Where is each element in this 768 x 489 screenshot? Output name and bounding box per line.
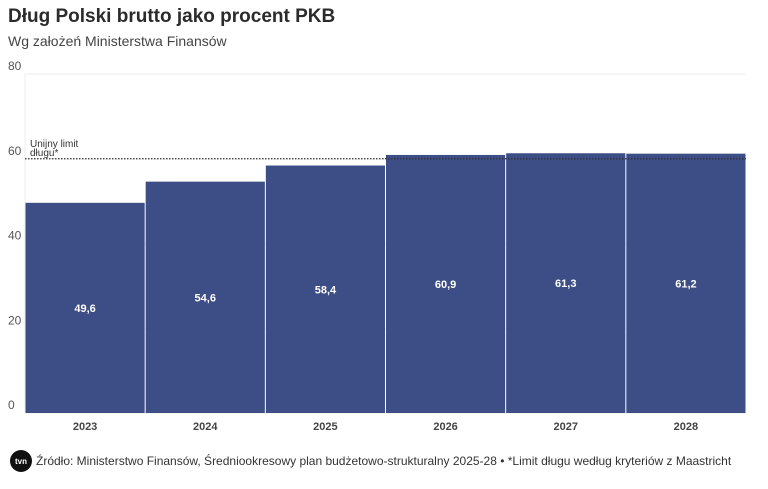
- x-tick-label: 2025: [313, 421, 337, 433]
- footer: tvn Źródło: Ministerstwo Finansów, Średn…: [10, 450, 731, 472]
- chart-title: Dług Polski brutto jako procent PKB: [8, 6, 336, 27]
- data-label: 61,2: [675, 278, 696, 290]
- reference-label: Unijny limit: [30, 139, 79, 150]
- bar-2027: [506, 153, 626, 413]
- bar-2023: [25, 202, 145, 413]
- y-tick-label: 0: [8, 398, 15, 412]
- bar-2028: [626, 153, 746, 414]
- y-tick-label: 60: [8, 144, 22, 158]
- bar-2024: [145, 181, 265, 413]
- bar-2025: [265, 165, 385, 413]
- chart-subtitle: Wg założeń Ministerstwa Finansów: [8, 33, 227, 49]
- x-tick-label: 2027: [554, 421, 578, 433]
- x-tick-label: 2024: [193, 421, 218, 433]
- y-tick-label: 80: [8, 59, 22, 73]
- data-label: 61,3: [555, 278, 576, 290]
- source-note: Źródło: Ministerstwo Finansów, Średniook…: [36, 454, 732, 468]
- x-tick-label: 2023: [73, 421, 97, 433]
- bar-2026: [386, 154, 506, 413]
- x-tick-label: 2026: [433, 421, 457, 433]
- data-label: 54,6: [195, 292, 216, 304]
- data-label: 60,9: [435, 279, 456, 291]
- y-tick-label: 40: [8, 229, 22, 243]
- data-label: 58,4: [315, 284, 337, 296]
- data-label: 49,6: [74, 303, 95, 315]
- y-tick-label: 20: [8, 313, 22, 327]
- reference-label: długu*: [30, 148, 58, 159]
- x-tick-label: 2028: [674, 421, 698, 433]
- tvn24-logo: tvn: [10, 450, 32, 472]
